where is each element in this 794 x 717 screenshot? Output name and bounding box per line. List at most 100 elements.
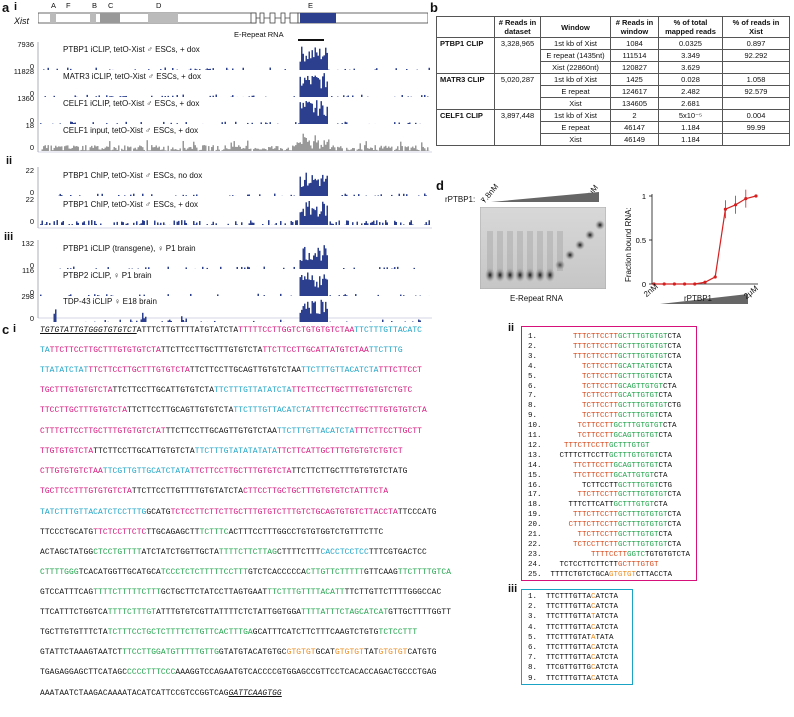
alignment-row: 19. TTTCTTCCTTGCTTTGTGTGTCTA	[528, 511, 682, 520]
sequence-line: TATCTTTGTTACATCTCCTTTGGCATGTCTCCTTCTTCTT…	[40, 508, 437, 517]
track-ymin: 0	[29, 188, 34, 197]
alignment-row: 17. TTCTTCCTTGCTTTGTGTGTCTA	[528, 491, 682, 500]
track-ymin: 0	[29, 62, 34, 71]
track-ymax: 132	[21, 239, 34, 248]
track-ymax: 116	[22, 266, 34, 275]
alignment-row: 7. TTCTTTGTTACATCTA	[528, 654, 619, 663]
chart-xlabel: rPTBP1	[684, 294, 713, 303]
track-ymax: 7936	[17, 40, 34, 49]
table-cell	[436, 121, 495, 134]
track-label: CELF1 iCLIP, tetO-Xist ♂ ESCs, + dox	[62, 99, 201, 108]
sequence-line: TGCTTCCTTTGTGTGTCTATTCTTCCTTGTTTTGTGTATC…	[40, 487, 389, 496]
table-cell: 1st kb of Xist	[540, 37, 611, 50]
sequence-line: AAATAATCTAAGACAAAATACATCATTCCGTCCGGTCAGG…	[40, 689, 282, 698]
alignment-row: 9. TTCTTTGTTACATCTA	[528, 674, 619, 683]
coverage-track	[53, 299, 421, 322]
alignment-row: 7. TCTTCCTTGCATTGTGTCTA	[528, 392, 673, 401]
erepeat-bar	[298, 39, 324, 41]
table-cell: 1.058	[722, 73, 790, 86]
alignment-row: 1. TTCTTTGTTACATCTA	[528, 593, 619, 601]
gel-caption: E-Repeat RNA	[510, 294, 563, 303]
chart-point	[662, 282, 666, 286]
sequence-line: GTATTCTAAAGTAATCTTTCCTTGGATGTTTTTGTTGGTA…	[40, 648, 437, 657]
reads-table: # Reads in dataset Window # Reads in win…	[436, 16, 790, 146]
binding-curve-chart: 00.51	[636, 189, 758, 304]
chart-point	[754, 194, 758, 198]
table-cell: 2.482	[658, 85, 723, 98]
track-ymax: 18	[25, 121, 34, 130]
table-cell: 5,020,287	[494, 73, 541, 86]
region-label-d: D	[156, 1, 162, 10]
table-cell: 0.0325	[658, 37, 723, 50]
coverage-track	[59, 245, 415, 269]
table-cell: 120827	[610, 61, 659, 74]
table-cell: 0.897	[722, 37, 790, 50]
table-cell: E repeat (1435nt)	[540, 49, 611, 62]
table-row: E repeat 46147 1.184 99.99	[436, 121, 790, 134]
alignment-row: 24. TCTCCTTCTTCTTGCTTTGTGT	[528, 560, 659, 569]
binding-series-line	[654, 195, 757, 285]
track-label: TDP-43 iCLIP ♀ E18 brain	[62, 297, 158, 306]
track-label: PTBP2 iCLIP, ♀ P1 brain	[62, 271, 153, 280]
alignment-row: 9. TCTTCCTTGCTTTGTGTCTA	[528, 412, 673, 421]
table-cell: 1.184	[658, 133, 723, 146]
alignment-box-iii	[521, 589, 633, 685]
table-cell	[494, 49, 541, 62]
coverage-tracks	[37, 42, 432, 322]
alignment-row: 14. TTCTTCCTTGCAGTTGTGTCTA	[528, 461, 673, 470]
table-cell: 0.004	[722, 109, 790, 122]
table-cell: 5x10⁻⁵	[658, 109, 723, 122]
chart-point	[672, 282, 676, 286]
alignment-row: 11. TCTTCCTTGCAGTTGTGTCTA	[528, 432, 673, 440]
alignment-row: 6. TCTTCCTTGCAGTTGTGTCTA	[528, 382, 677, 391]
track-ymax: 22	[25, 166, 34, 175]
coverage-track	[43, 46, 430, 70]
table-cell: 46147	[610, 121, 659, 134]
chart-ticks: 00.51	[636, 192, 652, 289]
table-cell: MATR3 CLIP	[436, 73, 495, 86]
table-cell: E repeat	[540, 121, 611, 134]
table-cell: 134605	[610, 97, 659, 110]
region-label-e: E	[308, 1, 314, 10]
alignment-row: 4. TTCTTTGTTACATCTA	[528, 623, 619, 632]
sequence-line: TATTCTTCCTTGCTTTGTGTGTCTATTCTTCCTTGCTTTG…	[40, 346, 403, 355]
sequence-line: TTATATCTATTTCTTCCTTGCTTTGTGTCTATTCTTCCTT…	[40, 366, 423, 375]
panel-a-sub-ii: ii	[6, 155, 13, 167]
table-cell: CELF1 CLIP	[436, 109, 495, 122]
track-ymax: 11828	[13, 67, 34, 76]
alignment-row: 8. TCTTCCTTGCTTTGTGTGTCTG	[528, 402, 682, 411]
panel-c-sub-i: i	[13, 323, 17, 335]
alignment-row: 13. CTTTCTTCCTTGCTTTGTGTGTCTA	[528, 451, 673, 460]
table-cell: 3,897,448	[494, 109, 541, 122]
y-tick-label: 1	[642, 192, 646, 201]
track-ymin: 0	[29, 116, 34, 125]
alignment-row: 2. TTTCTTCCTTGCTTTGTGTGTCTA	[528, 342, 682, 351]
coverage-track	[40, 201, 430, 225]
chart-point	[693, 282, 697, 286]
table-cell: 1st kb of Xist	[540, 109, 611, 122]
chart-point	[652, 282, 656, 286]
sequence-line: TTCCCTGCATGTTCTCCTTCTCTTGCAGAGCTTTCTTTCA…	[40, 528, 384, 537]
y-tick-label: 0	[642, 280, 646, 289]
panel-a-letter: a	[2, 0, 10, 15]
track-ymax: 1360	[17, 94, 34, 103]
table-cell: 0.028	[658, 73, 723, 86]
sequence-line: ACTAGCTATGGCTCCTGTTTTATCTATCTGGTTGCTATTT…	[40, 548, 427, 557]
alignment-row: 21. TTCTTCCTTGCTTTGTGTCTA	[528, 531, 673, 539]
alignment-row: 4. TCTTCCTTGCATTATGTCTA	[528, 362, 673, 371]
track-ymin: 0	[29, 261, 34, 270]
emsa-gel	[480, 207, 606, 289]
alignment-row: 12. TTTCTTCCTTGCTTTGTGT	[528, 441, 650, 450]
track-ymax: 298	[21, 292, 34, 301]
table-row: PTBP1 CLIP 3,328,965 1st kb of Xist 1084 0.0…	[436, 37, 790, 50]
coverage-track	[58, 172, 427, 196]
alignment-row: 23. TTTTCCTTGGTCTGTGTGTCTA	[528, 550, 691, 559]
table-cell: 3.349	[658, 49, 723, 62]
table-body: PTBP1 CLIP 3,328,965 1st kb of Xist 1084 0.0…	[436, 37, 790, 146]
header-cell: # Reads in dataset	[494, 16, 541, 38]
alignment-row: 5. TTCTTTGTATATATA	[528, 633, 614, 642]
table-cell: 1084	[610, 37, 659, 50]
alignment-row: 1. TTTCTTCCTTGCTTTGTGTGTCTA	[528, 333, 682, 341]
gene-diagram	[38, 12, 428, 24]
region-label-b: B	[92, 1, 98, 10]
